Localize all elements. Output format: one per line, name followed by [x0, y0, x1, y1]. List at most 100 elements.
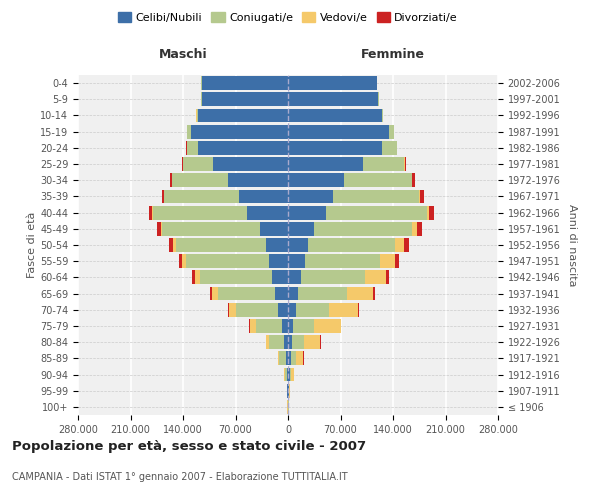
- Bar: [305, 254, 380, 268]
- Bar: [395, 238, 404, 252]
- Bar: [287, 368, 288, 382]
- Bar: [198, 108, 288, 122]
- Text: CAMPANIA - Dati ISTAT 1° gennaio 2007 - Elaborazione TUTTITALIA.IT: CAMPANIA - Dati ISTAT 1° gennaio 2007 - …: [12, 472, 347, 482]
- Bar: [209, 286, 212, 300]
- Bar: [228, 174, 288, 187]
- Bar: [373, 286, 374, 300]
- Bar: [278, 352, 279, 365]
- Bar: [202, 92, 288, 106]
- Bar: [161, 222, 162, 235]
- Bar: [314, 222, 412, 235]
- Bar: [182, 157, 183, 171]
- Bar: [412, 174, 415, 187]
- Bar: [162, 222, 260, 235]
- Bar: [286, 352, 288, 365]
- Bar: [200, 270, 271, 284]
- Bar: [288, 286, 298, 300]
- Bar: [271, 270, 288, 284]
- Bar: [288, 76, 377, 90]
- Bar: [195, 270, 200, 284]
- Bar: [344, 174, 412, 187]
- Bar: [382, 141, 397, 154]
- Bar: [169, 238, 173, 252]
- Bar: [179, 254, 182, 268]
- Bar: [288, 190, 333, 203]
- Text: Maschi: Maschi: [158, 48, 208, 62]
- Bar: [288, 254, 305, 268]
- Bar: [198, 141, 288, 154]
- Bar: [256, 319, 282, 333]
- Bar: [290, 352, 296, 365]
- Bar: [187, 125, 191, 138]
- Bar: [284, 336, 288, 349]
- Bar: [269, 254, 288, 268]
- Bar: [288, 352, 290, 365]
- Bar: [197, 108, 198, 122]
- Bar: [404, 157, 406, 171]
- Bar: [228, 303, 229, 316]
- Bar: [386, 270, 389, 284]
- Bar: [380, 254, 395, 268]
- Bar: [419, 190, 421, 203]
- Bar: [265, 238, 288, 252]
- Bar: [358, 303, 359, 316]
- Bar: [202, 76, 288, 90]
- Bar: [269, 336, 284, 349]
- Bar: [260, 222, 288, 235]
- Bar: [325, 206, 427, 220]
- Bar: [288, 384, 289, 398]
- Bar: [382, 108, 383, 122]
- Bar: [186, 254, 269, 268]
- Bar: [288, 125, 389, 138]
- Bar: [153, 206, 247, 220]
- Bar: [288, 206, 325, 220]
- Bar: [363, 157, 404, 171]
- Bar: [239, 190, 288, 203]
- Bar: [288, 270, 301, 284]
- Bar: [288, 319, 293, 333]
- Bar: [288, 303, 296, 316]
- Text: Popolazione per età, sesso e stato civile - 2007: Popolazione per età, sesso e stato civil…: [12, 440, 366, 453]
- Bar: [152, 206, 153, 220]
- Legend: Celibi/Nubili, Coniugati/e, Vedovi/e, Divorziati/e: Celibi/Nubili, Coniugati/e, Vedovi/e, Di…: [113, 8, 463, 28]
- Bar: [288, 336, 292, 349]
- Bar: [288, 368, 290, 382]
- Bar: [170, 174, 172, 187]
- Bar: [236, 303, 277, 316]
- Bar: [293, 319, 314, 333]
- Bar: [301, 270, 365, 284]
- Bar: [191, 125, 288, 138]
- Bar: [290, 368, 292, 382]
- Bar: [176, 238, 265, 252]
- Bar: [182, 254, 186, 268]
- Bar: [275, 286, 288, 300]
- Bar: [282, 319, 288, 333]
- Bar: [173, 238, 176, 252]
- Bar: [289, 384, 290, 398]
- Bar: [213, 157, 288, 171]
- Bar: [201, 92, 202, 106]
- Bar: [250, 319, 256, 333]
- Bar: [333, 190, 419, 203]
- Bar: [277, 303, 288, 316]
- Bar: [298, 286, 347, 300]
- Bar: [412, 222, 417, 235]
- Bar: [157, 222, 161, 235]
- Bar: [288, 141, 382, 154]
- Bar: [288, 174, 344, 187]
- Bar: [229, 303, 236, 316]
- Text: Femmine: Femmine: [361, 48, 425, 62]
- Bar: [296, 303, 329, 316]
- Bar: [417, 222, 422, 235]
- Bar: [329, 303, 358, 316]
- Bar: [365, 270, 386, 284]
- Bar: [218, 286, 275, 300]
- Y-axis label: Fasce di età: Fasce di età: [27, 212, 37, 278]
- Bar: [288, 108, 382, 122]
- Bar: [212, 286, 218, 300]
- Bar: [292, 368, 293, 382]
- Y-axis label: Anni di nascita: Anni di nascita: [567, 204, 577, 286]
- Bar: [183, 157, 213, 171]
- Bar: [404, 238, 409, 252]
- Bar: [192, 270, 195, 284]
